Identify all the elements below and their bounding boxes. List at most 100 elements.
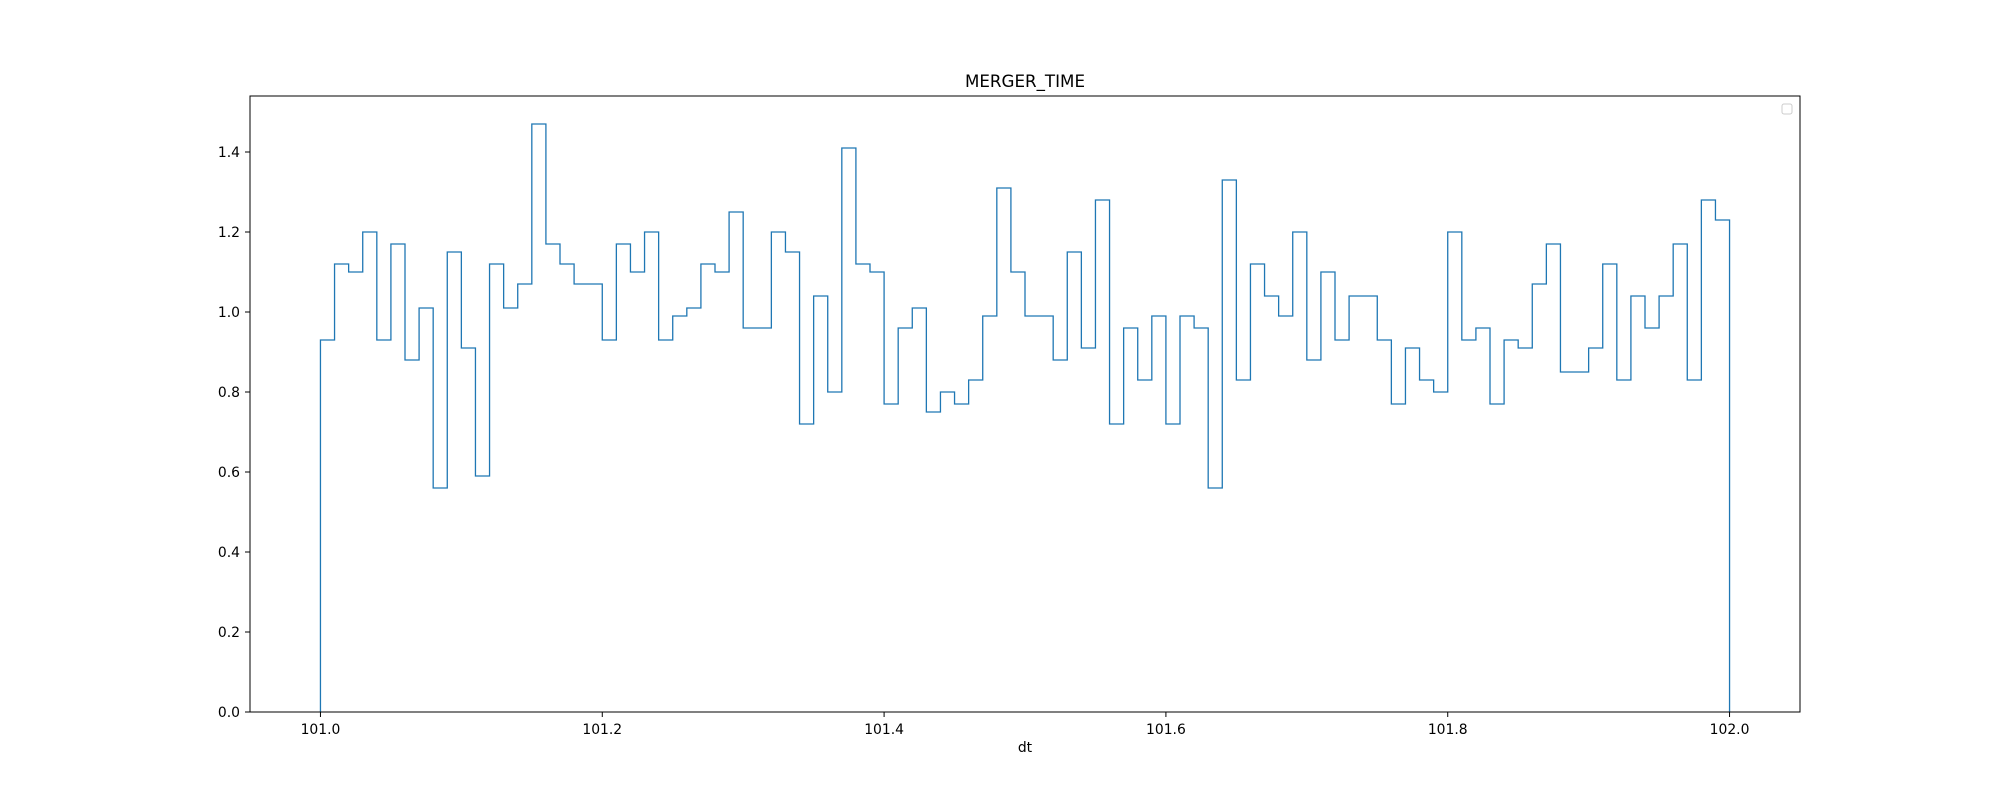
histogram-bin (1504, 340, 1518, 712)
histogram-bin (419, 308, 433, 712)
histogram-bin (490, 264, 504, 712)
histogram-bin (532, 124, 546, 712)
histogram-bin (1335, 340, 1349, 712)
histogram-bin (983, 316, 997, 712)
histogram-bin (1603, 264, 1617, 712)
histogram-bin (1673, 244, 1687, 712)
histogram-bin (405, 360, 419, 712)
histogram-bin (1095, 200, 1109, 712)
histogram-bin (320, 340, 334, 712)
histogram-bin (363, 232, 377, 712)
histogram-bin (771, 232, 785, 712)
histogram-bin (757, 328, 771, 712)
histogram-bin (1011, 272, 1025, 712)
y-tick-label: 1.0 (218, 305, 240, 321)
x-tick-label: 101.0 (301, 722, 341, 738)
histogram-bin (687, 308, 701, 712)
histogram-bin (828, 392, 842, 712)
histogram-bin (1279, 316, 1293, 712)
histogram-bin (1462, 340, 1476, 712)
histogram-bin (955, 404, 969, 712)
x-tick-label: 101.8 (1428, 722, 1468, 738)
y-tick-label: 0.4 (218, 545, 240, 561)
histogram-bin (940, 392, 954, 712)
histogram-bin (800, 424, 814, 712)
histogram-bin (1687, 380, 1701, 712)
histogram-bin (1518, 348, 1532, 712)
histogram-bin (1321, 272, 1335, 712)
histogram-bin (1349, 296, 1363, 712)
y-tick-label: 0.2 (218, 625, 240, 641)
histogram-bin (1701, 200, 1715, 712)
y-axis: 0.0 0.2 0.4 0.6 0.8 1.0 1.2 1.4 (218, 145, 250, 721)
histogram-bin (645, 232, 659, 712)
chart-title: MERGER_TIME (965, 71, 1085, 92)
histogram-bin (377, 340, 391, 712)
histogram-bin (1631, 296, 1645, 712)
histogram-bin (433, 488, 447, 712)
histogram-bin (1236, 380, 1250, 712)
y-tick-label: 0.0 (218, 705, 240, 721)
histogram-bin (701, 264, 715, 712)
histogram-bin (349, 272, 363, 712)
histogram-bin (1532, 284, 1546, 712)
histogram-bin (814, 296, 828, 712)
histogram-bin (1589, 348, 1603, 712)
histogram-bin (1490, 404, 1504, 712)
x-tick-label: 101.4 (864, 722, 904, 738)
y-tick-label: 0.6 (218, 465, 240, 481)
histogram-bin (673, 316, 687, 712)
histogram-bin (335, 264, 349, 712)
histogram-bin (1307, 360, 1321, 712)
histogram-bin (1405, 348, 1419, 712)
histogram-bin (588, 284, 602, 712)
histogram-bin (1081, 348, 1095, 712)
histogram-bin (729, 212, 743, 712)
histogram-bin (1039, 316, 1053, 712)
histogram-bin (1180, 316, 1194, 712)
histogram-bin (969, 380, 983, 712)
histogram-bin (1560, 372, 1574, 712)
plot-layer (319, 123, 1731, 712)
histogram-bin (1265, 296, 1279, 712)
histogram-bin (1067, 252, 1081, 712)
histogram-bin (1659, 296, 1673, 712)
histogram-bin (616, 244, 630, 712)
histogram-bin (1138, 380, 1152, 712)
histogram-bin (898, 328, 912, 712)
histogram-bin (1053, 360, 1067, 712)
histogram-bin (1152, 316, 1166, 712)
histogram-bin (997, 188, 1011, 712)
histogram-bin (1645, 328, 1659, 712)
histogram-bin (461, 348, 475, 712)
y-tick-label: 1.4 (218, 145, 240, 161)
x-tick-label: 102.0 (1710, 722, 1750, 738)
histogram-step-line (319, 123, 1731, 712)
histogram-bin (743, 328, 757, 712)
histogram-bin (1617, 380, 1631, 712)
histogram-bin (504, 308, 518, 712)
histogram-bin (1250, 264, 1264, 712)
histogram-bin (1293, 232, 1307, 712)
histogram-bin (602, 340, 616, 712)
x-axis: 101.0 101.2 101.4 101.6 101.8 102.0 (301, 712, 1750, 738)
histogram-bin (1124, 328, 1138, 712)
histogram-bin (715, 272, 729, 712)
histogram-bin (1110, 424, 1124, 712)
histogram-bin (518, 284, 532, 712)
histogram-bin (1448, 232, 1462, 712)
x-tick-label: 101.2 (582, 722, 622, 738)
histogram-bin (1166, 424, 1180, 712)
histogram-bin (1715, 220, 1729, 712)
legend-box (1781, 103, 1793, 115)
y-tick-label: 1.2 (218, 225, 240, 241)
histogram-bin (1377, 340, 1391, 712)
histogram-bin (1575, 372, 1589, 712)
histogram-bin (1420, 380, 1434, 712)
histogram-bin (1222, 180, 1236, 712)
histogram-bin (1194, 328, 1208, 712)
histogram-bin (659, 340, 673, 712)
histogram-bin (842, 148, 856, 712)
